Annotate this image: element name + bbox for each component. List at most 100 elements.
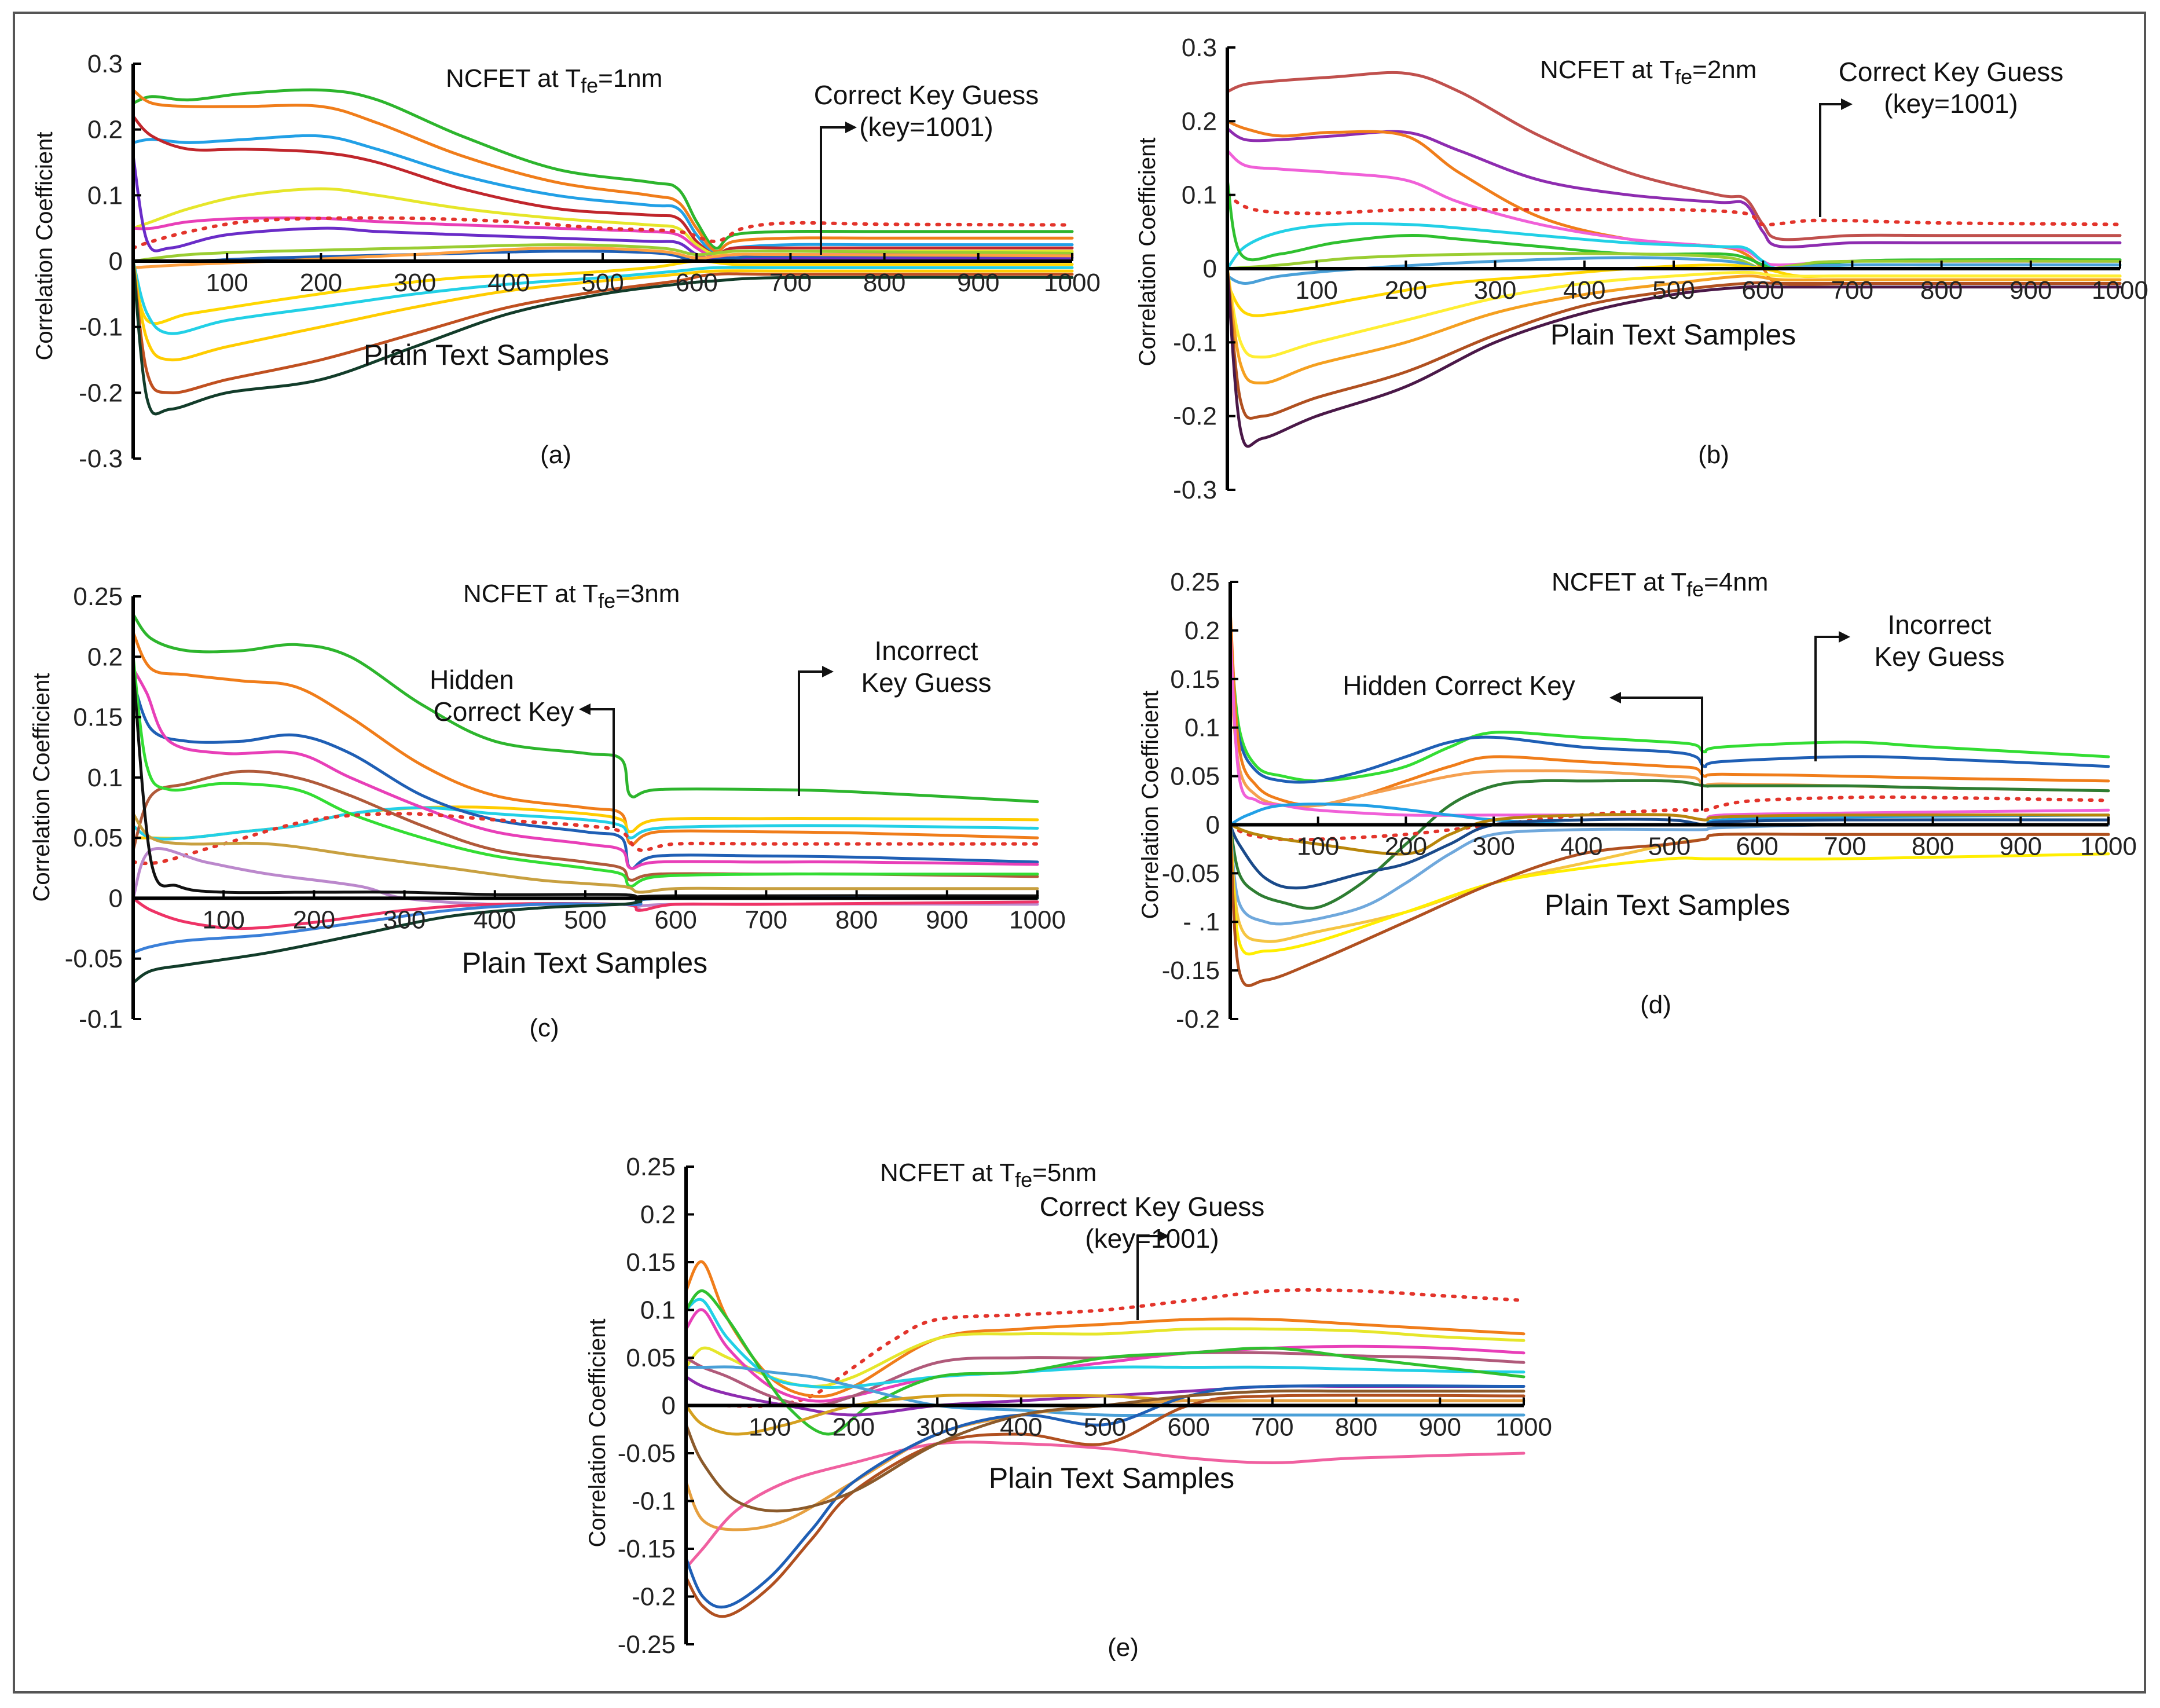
panel-d-series-5 [1228,795,2110,842]
panel-a-xtick-4: 500 [581,269,624,297]
panel-e-xtick-4: 500 [1084,1413,1126,1442]
panel-d-xtick-5: 600 [1736,832,1778,860]
panel-b-xlabel: Plain Text Samples [1550,318,1796,351]
panel-a-series-6 [131,154,1074,261]
panel-c-annotation-incorrect-line1: Incorrect [875,636,978,666]
panel-c-series-7 [131,655,1039,888]
panel-b-xtick-0: 100 [1295,276,1337,305]
panel-e-ytick-5: 0 [662,1392,676,1420]
panel-c-series-8 [131,812,1039,866]
panel-e-series-13 [684,1394,1525,1618]
panel-d-annotation-hidden: Hidden Correct Key [1343,670,1575,701]
panel-b-xtick-3: 400 [1563,276,1605,305]
panel-c-annotation-hidden-line1: Hidden [430,665,514,695]
panel-e-annotation-line2: (key=1001) [1085,1223,1219,1253]
panel-e-arrowhead [1158,1230,1169,1242]
panel-a-xtick-3: 400 [487,269,530,297]
panel-c-xtick-9: 1000 [1009,906,1066,934]
panel-e-xtick-5: 600 [1167,1413,1209,1442]
panel-d-series-4 [1228,779,2110,910]
panel-b-series-11 [1226,267,2122,384]
panel-a-series-2 [131,134,1074,256]
panel-c-ytick-7: -0.1 [79,1005,123,1033]
panel-c-xtick-7: 800 [835,906,878,934]
panel-c-annotation-incorrect-line2: Key Guess [861,668,992,698]
panel-b-ytick-6: -0.3 [1173,476,1217,504]
panel-a-xtick-8: 900 [957,269,999,297]
panel-a-xtick-2: 300 [394,269,436,297]
panel-e-series-14 [684,1389,1525,1513]
panel-c-label: (c) [529,1014,559,1042]
panel-a-series-1 [131,89,1074,253]
panel-d-chart: 0.25 0.2 0.15 0.1 0.05 0 -0.05 - .1 -0.15 -0.2 100… [1138,568,2137,1033]
panel-e-ytick-1: 0.2 [640,1201,676,1229]
panel-b-ytick-0: 0.3 [1182,34,1217,62]
panel-e-ytick-4: 0.05 [626,1344,676,1372]
panel-c-xtick-8: 900 [926,906,968,934]
panel-c-chart: 0.25 0.2 0.15 0.1 0.05 0 -0.05 -0.1 100 200 300 400… [29,580,1066,1042]
panel-b-xtick-7: 800 [1920,276,1963,305]
panel-b-series-1 [1226,127,2122,249]
panel-c-annotation-hidden-line2: Correct Key [434,697,574,727]
panel-e-chart: 0.25 0.2 0.15 0.1 0.05 0 -0.05 -0.1 -0.15 -0.2 -0.… [585,1153,1552,1662]
panel-a-ytick-6: -0.3 [79,445,123,473]
panel-d-ytick-2: 0.15 [1170,665,1220,694]
panel-e-xtick-0: 100 [749,1413,791,1442]
panel-d-hidden-arrow [1621,697,1703,811]
panel-d-series-0 [1228,629,2110,783]
panel-e-xtick-3: 400 [1000,1413,1042,1442]
panel-c-hidden-arrow [591,708,615,828]
panel-e-ytick-9: -0.2 [632,1583,676,1611]
panel-a-ytick-5: -0.2 [79,379,123,407]
panel-a-xtick-5: 600 [675,269,717,297]
panel-a-label: (a) [540,441,571,469]
panel-c-ytick-1: 0.2 [87,643,123,671]
panel-b-xtick-4: 500 [1652,276,1695,305]
panel-c-xtick-5: 600 [654,906,696,934]
panel-e-ytick-8: -0.15 [618,1535,676,1563]
panel-b-title: NCFET at Tfe=2nm [1540,56,1756,89]
panel-a-xtick-9: 1000 [1044,269,1101,297]
panel-a-ytick-1: 0.2 [87,116,123,144]
panel-d-xtick-0: 100 [1297,832,1339,860]
panel-b-xtick-6: 700 [1831,276,1873,305]
panel-c-series-0 [131,613,1039,804]
panel-b-chart: 0.3 0.2 0.1 0 -0.1 -0.2 -0.3 100 200 300 400 500 600… [1135,34,2148,504]
panel-d-series-6 [1228,629,2110,822]
panel-d-series-12 [1228,823,2110,956]
panel-d-xtick-8: 900 [2000,832,2042,860]
panel-a-series-0 [131,88,1074,250]
panel-c-xtick-6: 700 [745,906,787,934]
panel-e-annotation-arrow [1136,1235,1158,1320]
panel-b-annotation-arrow [1819,103,1841,217]
panel-d-title: NCFET at Tfe=4nm [1552,568,1768,601]
panel-e-ytick-3: 0.1 [640,1296,676,1325]
panel-b-xtick-8: 900 [2009,276,2052,305]
panel-e-xlabel: Plain Text Samples [989,1462,1234,1494]
panel-e-annotation-line1: Correct Key Guess [1040,1192,1265,1222]
panel-c-series-5 [131,667,1039,870]
panel-c-series-4 [131,679,1039,870]
panel-d-xtick-7: 800 [1912,832,1954,860]
panel-d-xtick-1: 200 [1385,832,1427,860]
panel-b-xtick-9: 1000 [2092,276,2148,305]
figure-frame [13,12,2146,1694]
panel-a-chart: 0.3 0.2 0.1 0 -0.1 -0.2 -0.3 100 200 300 400 500 600… [32,50,1101,473]
panel-c-ytick-3: 0.1 [87,764,123,792]
panel-d-hidden-arrowhead [1609,692,1621,703]
panel-b-label: (b) [1698,441,1729,469]
panel-c-ytick-6: -0.05 [65,945,123,973]
panel-b-series-4 [1226,193,2122,226]
panel-a-ylabel: Correlation Coefficient [32,131,57,360]
panel-a-annotation-line2: (key=1001) [859,112,993,142]
panel-d-xlabel: Plain Text Samples [1545,889,1790,921]
panel-a-series-12 [131,259,1074,335]
panel-a-series-15 [131,259,1074,416]
panel-a-xlabel: Plain Text Samples [364,339,609,371]
panel-d-series-1 [1228,648,2110,784]
panel-b-series-13 [1226,267,2122,448]
panel-d-xtick-4: 500 [1648,832,1690,860]
panel-e-series-11 [684,1441,1525,1570]
panel-b-series-10 [1226,267,2122,359]
panel-d-xtick-6: 700 [1824,832,1866,860]
